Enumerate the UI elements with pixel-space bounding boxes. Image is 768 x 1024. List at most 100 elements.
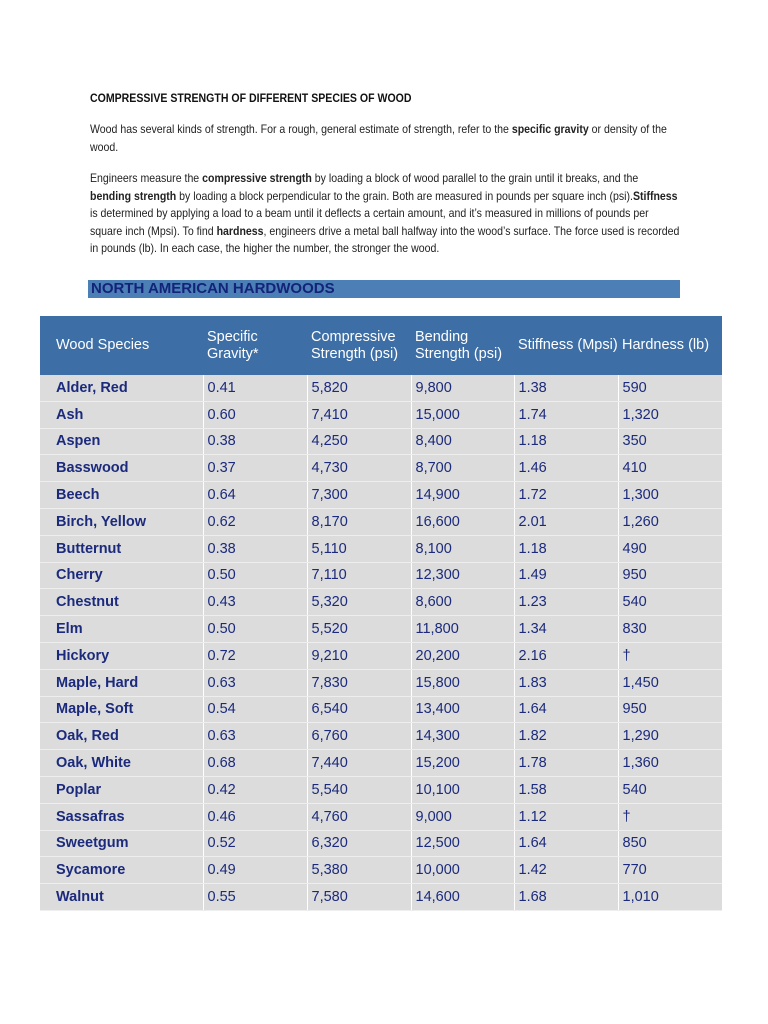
value-cell: 0.50 (202, 615, 307, 643)
value-cell: 350 (617, 428, 722, 456)
text-run: is determined by applying a load to a be… (90, 206, 649, 238)
value-cell: 540 (617, 776, 722, 804)
value-cell: 590 (617, 375, 722, 402)
value-cell: 0.63 (202, 669, 307, 697)
value-cell: 1.12 (513, 803, 618, 831)
table-row: Hickory 0.72 9,210 20,200 2.16 † (40, 642, 722, 670)
table-row: Sweetgum 0.52 6,320 12,500 1.64 850 (40, 830, 722, 858)
value-cell: 7,580 (306, 883, 411, 911)
value-cell: 830 (617, 615, 722, 643)
table-row: Oak, Red 0.63 6,760 14,300 1.82 1,290 (40, 722, 722, 751)
species-cell: Basswood (40, 454, 203, 483)
table-body: Alder, Red 0.41 5,820 9,800 1.38 590 Ash 0.60 7,… (40, 375, 722, 911)
table-row: Maple, Hard 0.63 7,830 15,800 1.83 1,450 (40, 669, 722, 697)
species-cell: Elm (40, 615, 203, 643)
value-cell: 15,000 (410, 401, 514, 429)
bold-term: hardness (216, 223, 264, 238)
bold-term: compressive strength (202, 171, 312, 185)
value-cell: 4,760 (306, 803, 411, 831)
value-cell: 1.58 (513, 776, 618, 804)
value-cell: 1.49 (513, 562, 618, 590)
value-cell: 1.18 (513, 535, 618, 563)
species-cell: Poplar (40, 776, 203, 804)
value-cell: 1.64 (513, 830, 618, 858)
value-cell: 5,820 (306, 375, 411, 402)
value-cell: 1.18 (513, 428, 618, 456)
value-cell: 1,290 (617, 722, 722, 751)
value-cell: 1.23 (513, 588, 618, 617)
table-row: Maple, Soft 0.54 6,540 13,400 1.64 950 (40, 696, 722, 724)
value-cell: 7,110 (306, 562, 411, 590)
value-cell: 12,300 (410, 562, 514, 590)
value-cell: 0.52 (202, 830, 307, 858)
table: Wood Species Specific Gravity* Compressive… (40, 316, 722, 911)
column-header: Stiffness (Mpsi) (514, 316, 618, 375)
value-cell: 6,540 (306, 696, 411, 724)
value-cell: 770 (617, 856, 722, 885)
text-run: by loading a block of wood parallel to t… (311, 171, 639, 185)
text-run: , engineers drive a metal ball halfway i… (90, 223, 680, 256)
table-row: Alder, Red 0.41 5,820 9,800 1.38 590 (40, 375, 722, 402)
value-cell: 4,730 (306, 454, 411, 483)
value-cell: 1.64 (513, 696, 618, 724)
species-cell: Oak, White (40, 749, 203, 777)
column-header: Compressive Strength (psi) (307, 316, 411, 375)
value-cell: 1.78 (513, 749, 618, 777)
value-cell: 14,900 (410, 481, 514, 509)
bold-term: specific gravity (511, 122, 589, 136)
value-cell: 490 (617, 535, 722, 563)
value-cell: 1,010 (617, 883, 722, 911)
column-header: Hardness (lb) (618, 316, 722, 375)
section-heading: NORTH AMERICAN HARDWOODS (88, 280, 680, 298)
value-cell: 7,300 (306, 481, 411, 509)
value-cell: 0.43 (202, 588, 307, 617)
value-cell: 0.38 (202, 535, 307, 563)
text-run: Wood has several kinds of strength. For … (90, 122, 512, 136)
text-run: or density of the wood. (90, 122, 667, 154)
value-cell: 1.42 (513, 856, 618, 885)
value-cell: 10,000 (410, 856, 514, 885)
value-cell: 1.34 (513, 615, 618, 643)
value-cell: 5,540 (306, 776, 411, 804)
value-cell: 0.68 (202, 749, 307, 777)
value-cell: 0.38 (202, 428, 307, 456)
value-cell: 8,700 (410, 454, 514, 483)
table-row: Sassafras 0.46 4,760 9,000 1.12 † (40, 803, 722, 831)
value-cell: 1,360 (617, 749, 722, 777)
species-cell: Sycamore (40, 856, 203, 885)
value-cell: 1.83 (513, 669, 618, 697)
value-cell: 14,600 (410, 883, 514, 911)
species-cell: Ash (40, 401, 203, 429)
header-row: Wood Species Specific Gravity* Compressive… (40, 316, 722, 375)
value-cell: 1.46 (513, 454, 618, 483)
species-cell: Maple, Hard (40, 669, 203, 697)
species-cell: Maple, Soft (40, 696, 203, 724)
value-cell: 7,410 (306, 401, 411, 429)
value-cell: 9,000 (410, 803, 514, 831)
species-cell: Alder, Red (40, 375, 203, 402)
column-header: Wood Species (40, 316, 203, 375)
value-cell: 11,800 (410, 615, 514, 643)
value-cell: 16,600 (410, 508, 514, 536)
value-cell: 10,100 (410, 776, 514, 804)
value-cell: 0.37 (202, 454, 307, 483)
value-cell: 5,320 (306, 588, 411, 617)
value-cell: 4,250 (306, 428, 411, 456)
value-cell: 1,300 (617, 481, 722, 509)
value-cell: 950 (617, 696, 722, 724)
value-cell: 6,760 (306, 722, 411, 751)
table-row: Oak, White 0.68 7,440 15,200 1.78 1,360 (40, 749, 722, 777)
value-cell: 9,210 (306, 642, 411, 670)
value-cell: 2.16 (513, 642, 618, 670)
value-cell: 1.38 (513, 375, 618, 402)
value-cell: 20,200 (410, 642, 514, 670)
doc-title: COMPRESSIVE STRENGTH OF DIFFERENT SPECIE… (90, 91, 412, 105)
value-cell: 9,800 (410, 375, 514, 402)
value-cell: 950 (617, 562, 722, 590)
value-cell: 0.42 (202, 776, 307, 804)
value-cell: 13,400 (410, 696, 514, 724)
value-cell: 5,520 (306, 615, 411, 643)
table-row: Ash 0.60 7,410 15,000 1.74 1,320 (40, 401, 722, 429)
value-cell: 6,320 (306, 830, 411, 858)
